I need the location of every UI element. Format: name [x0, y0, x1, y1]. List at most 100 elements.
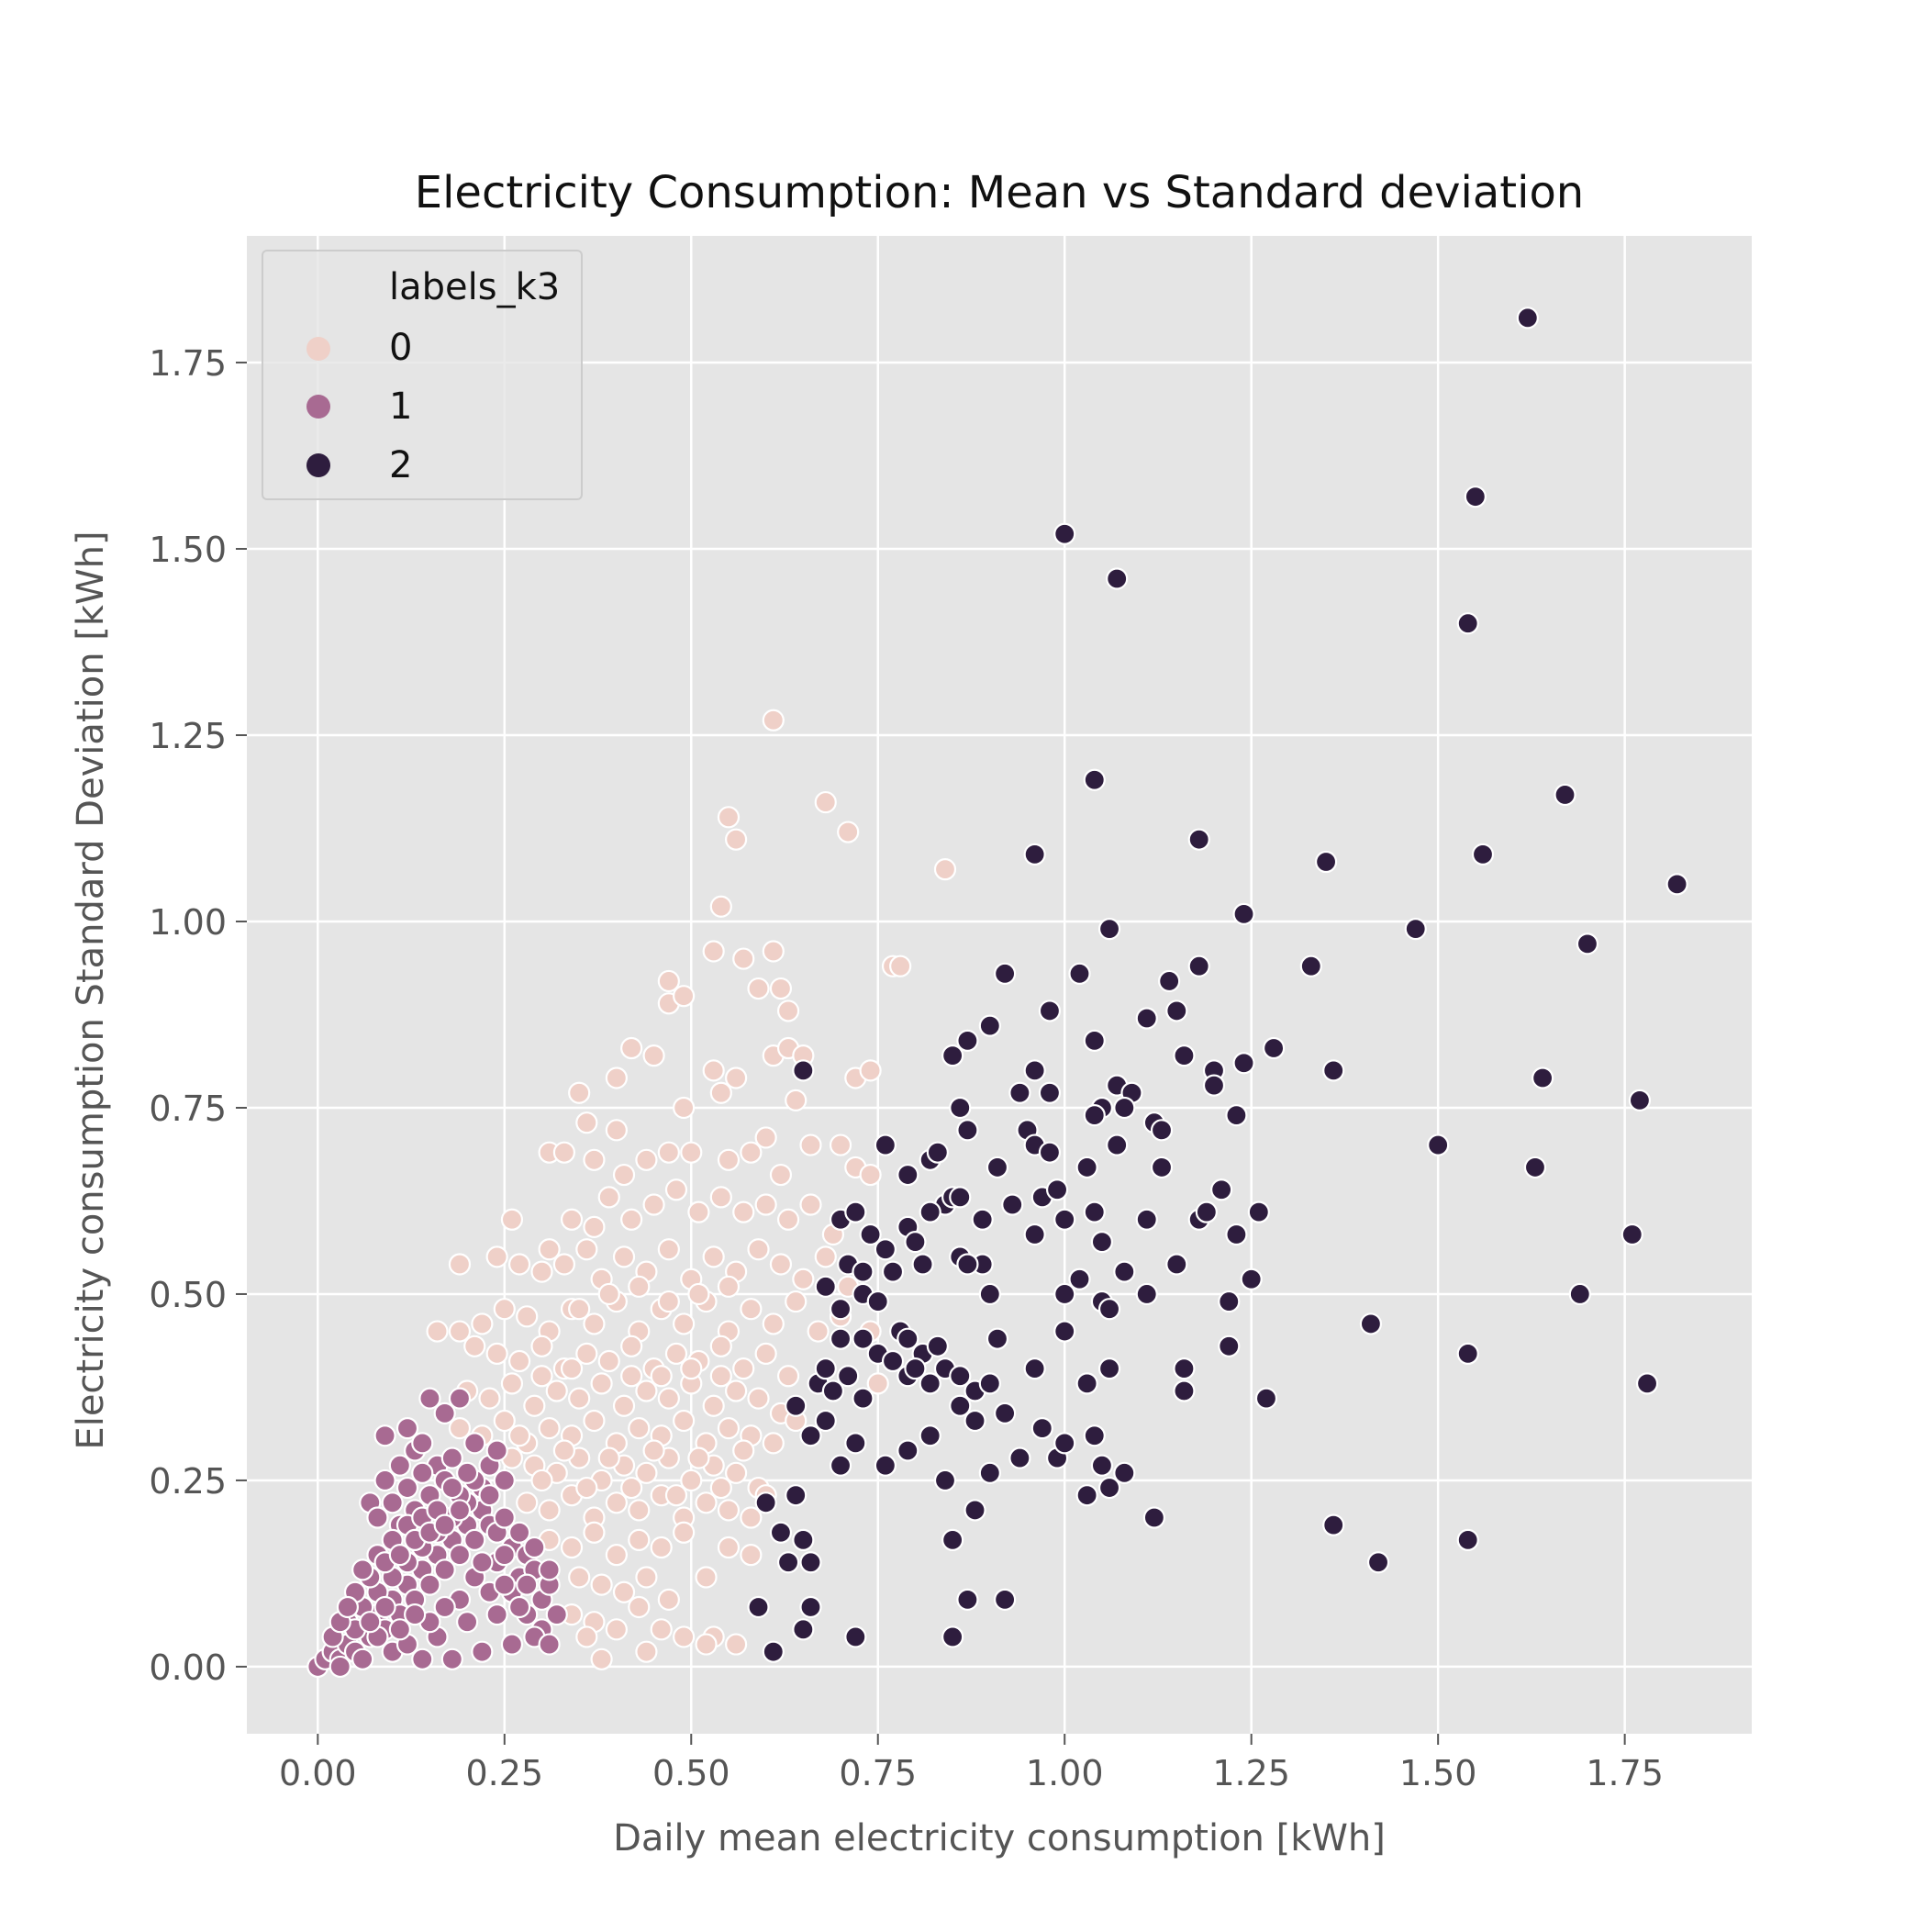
data-point — [785, 1290, 808, 1313]
data-point — [821, 1379, 845, 1402]
data-point — [687, 1446, 710, 1469]
data-point — [657, 1588, 680, 1611]
data-point — [1106, 1134, 1129, 1156]
data-point — [1210, 1178, 1233, 1201]
data-point — [538, 1558, 561, 1581]
data-point — [507, 1253, 531, 1276]
data-point — [433, 1558, 456, 1581]
data-point — [1053, 1282, 1076, 1306]
data-point — [628, 1499, 651, 1522]
data-point — [635, 1379, 658, 1402]
chart-title: Electricity Consumption: Mean vs Standar… — [415, 167, 1584, 218]
data-point — [740, 1298, 763, 1321]
data-point — [597, 1186, 620, 1209]
data-point — [709, 1476, 732, 1500]
data-point — [1097, 918, 1121, 941]
data-point — [949, 1365, 972, 1388]
data-point — [717, 1536, 741, 1559]
x-tick-label: 0.00 — [279, 1753, 357, 1793]
data-point — [463, 1528, 486, 1551]
data-point — [620, 1036, 643, 1060]
data-point — [1030, 1417, 1053, 1440]
data-point — [1135, 1282, 1158, 1306]
data-point — [769, 1521, 793, 1544]
data-point — [717, 1148, 741, 1171]
data-point — [336, 1595, 359, 1619]
data-point — [814, 1409, 837, 1433]
data-point — [605, 1618, 628, 1641]
data-point — [568, 1298, 591, 1321]
data-point — [1576, 932, 1599, 955]
data-point — [1471, 843, 1495, 866]
data-point — [1263, 1036, 1286, 1060]
data-point — [747, 1595, 770, 1619]
data-point — [1366, 1551, 1390, 1574]
y-tick-label: 0.50 — [149, 1275, 227, 1315]
data-point — [754, 1193, 777, 1216]
data-point — [530, 1469, 553, 1492]
data-point — [709, 895, 732, 918]
legend-label-2: 2 — [389, 444, 412, 486]
data-point — [560, 1208, 584, 1231]
data-point — [575, 1342, 598, 1366]
data-point — [507, 1349, 531, 1373]
data-point — [411, 1647, 434, 1670]
data-point — [650, 1618, 673, 1641]
data-point — [964, 1499, 986, 1522]
data-point — [418, 1573, 441, 1596]
data-point — [762, 709, 785, 731]
data-point — [725, 1067, 748, 1089]
data-point — [1456, 612, 1479, 635]
data-point — [493, 1573, 516, 1596]
data-point — [560, 1357, 584, 1380]
data-point — [717, 1275, 741, 1298]
data-point — [523, 1536, 546, 1559]
data-point — [1075, 1156, 1098, 1179]
data-point — [1314, 850, 1338, 874]
data-point — [1232, 902, 1255, 925]
data-point — [919, 1424, 941, 1447]
data-point — [1113, 1461, 1136, 1484]
data-point — [762, 1312, 785, 1335]
data-point — [762, 1432, 785, 1455]
data-point — [1621, 1223, 1643, 1246]
data-point — [516, 1491, 539, 1514]
data-point — [552, 1439, 576, 1462]
data-point — [642, 1193, 665, 1216]
data-point — [657, 1238, 680, 1261]
data-point — [1083, 768, 1106, 791]
data-point — [1299, 955, 1322, 977]
data-point — [1456, 1528, 1479, 1551]
data-point — [448, 1320, 472, 1343]
data-point — [769, 1163, 793, 1187]
legend-label-1: 1 — [389, 385, 412, 428]
data-point — [702, 1394, 725, 1417]
data-point — [1142, 1506, 1165, 1529]
data-point — [1075, 1372, 1098, 1395]
data-point — [829, 1134, 852, 1156]
data-point — [1240, 1268, 1263, 1290]
data-point — [1038, 1141, 1062, 1164]
data-point — [1023, 1357, 1046, 1380]
data-point — [956, 1588, 979, 1611]
data-point — [1083, 1029, 1106, 1052]
data-point — [455, 1611, 479, 1634]
data-point — [366, 1506, 389, 1529]
data-point — [388, 1618, 411, 1641]
data-point — [560, 1536, 584, 1559]
data-point — [530, 1260, 553, 1283]
data-point — [373, 1595, 396, 1619]
data-point — [664, 1342, 688, 1366]
data-point — [635, 1566, 658, 1589]
x-axis-label: Daily mean electricity consumption [kWh] — [613, 1817, 1386, 1859]
data-point — [426, 1320, 449, 1343]
data-point — [1068, 1268, 1091, 1290]
data-point — [1173, 1379, 1196, 1402]
data-point — [605, 1491, 628, 1514]
data-point — [538, 1238, 561, 1261]
data-point — [1053, 1208, 1076, 1231]
data-point — [1218, 1335, 1241, 1357]
data-point — [583, 1148, 606, 1171]
data-point — [926, 1141, 949, 1164]
data-point — [1225, 1103, 1248, 1127]
